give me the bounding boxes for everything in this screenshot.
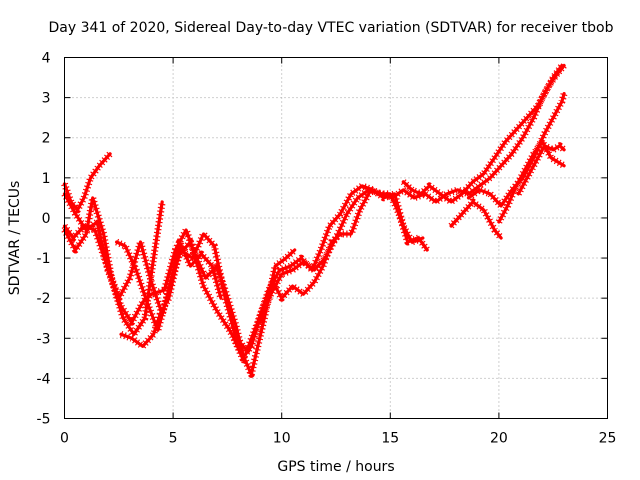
y-tick-label: -4 — [37, 371, 51, 387]
y-tick-label: -3 — [37, 331, 51, 347]
series-track-10 — [448, 198, 504, 241]
x-tick-label: 0 — [60, 431, 69, 447]
y-tick-label: 3 — [42, 91, 51, 107]
y-tick-label: 4 — [42, 51, 51, 67]
y-tick-label: 0 — [42, 211, 51, 227]
series-markers — [515, 142, 567, 196]
y-tick-label: -1 — [37, 251, 51, 267]
y-tick-label: 1 — [42, 171, 51, 187]
x-tick-label: 10 — [273, 431, 291, 447]
series-line — [258, 188, 429, 324]
y-axis-label: SDTVAR / TECUs — [7, 181, 23, 296]
x-tick-label: 25 — [599, 431, 617, 447]
y-tick-label: -2 — [37, 291, 51, 307]
y-tick-label: 2 — [42, 131, 51, 147]
series-track-8 — [256, 186, 431, 324]
series-track-1 — [61, 151, 113, 214]
series-markers — [115, 238, 298, 378]
series-line — [449, 200, 503, 240]
series-markers — [61, 151, 113, 214]
x-axis-label: GPS time / hours — [277, 459, 394, 475]
series-markers — [495, 138, 566, 224]
series-track-13 — [515, 142, 567, 196]
series-markers — [400, 63, 567, 206]
x-tick-label: 15 — [381, 431, 399, 447]
chart-title: Day 341 of 2020, Sidereal Day-to-day VTE… — [48, 20, 613, 36]
x-tick-label: 5 — [169, 431, 178, 447]
x-tick-labels: 0 5 10 15 20 25 — [60, 431, 616, 447]
x-tick-label: 20 — [490, 431, 508, 447]
series-track-9 — [400, 63, 567, 206]
axis-ticks — [64, 57, 608, 419]
series-track-11 — [466, 92, 568, 210]
series-track-12 — [495, 138, 566, 224]
y-tick-labels: -5 -4 -3 -2 -1 0 1 2 3 4 — [37, 51, 51, 428]
y-tick-label: -5 — [37, 412, 51, 428]
data-series — [61, 63, 568, 378]
plot-frame — [64, 57, 608, 419]
series-line — [466, 92, 566, 208]
